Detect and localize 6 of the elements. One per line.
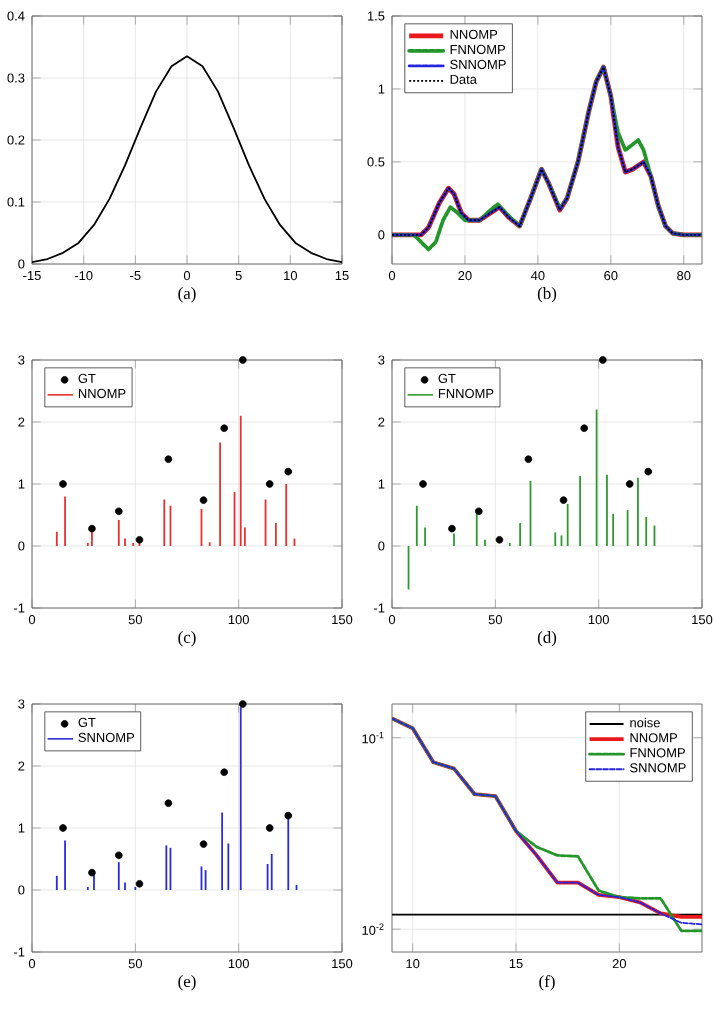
text: (f) xyxy=(539,975,555,991)
text: (d) xyxy=(537,631,557,647)
text: (e) xyxy=(178,975,196,991)
text: (c) xyxy=(178,631,196,647)
text: (a) xyxy=(178,287,196,303)
text: (b) xyxy=(537,287,557,303)
